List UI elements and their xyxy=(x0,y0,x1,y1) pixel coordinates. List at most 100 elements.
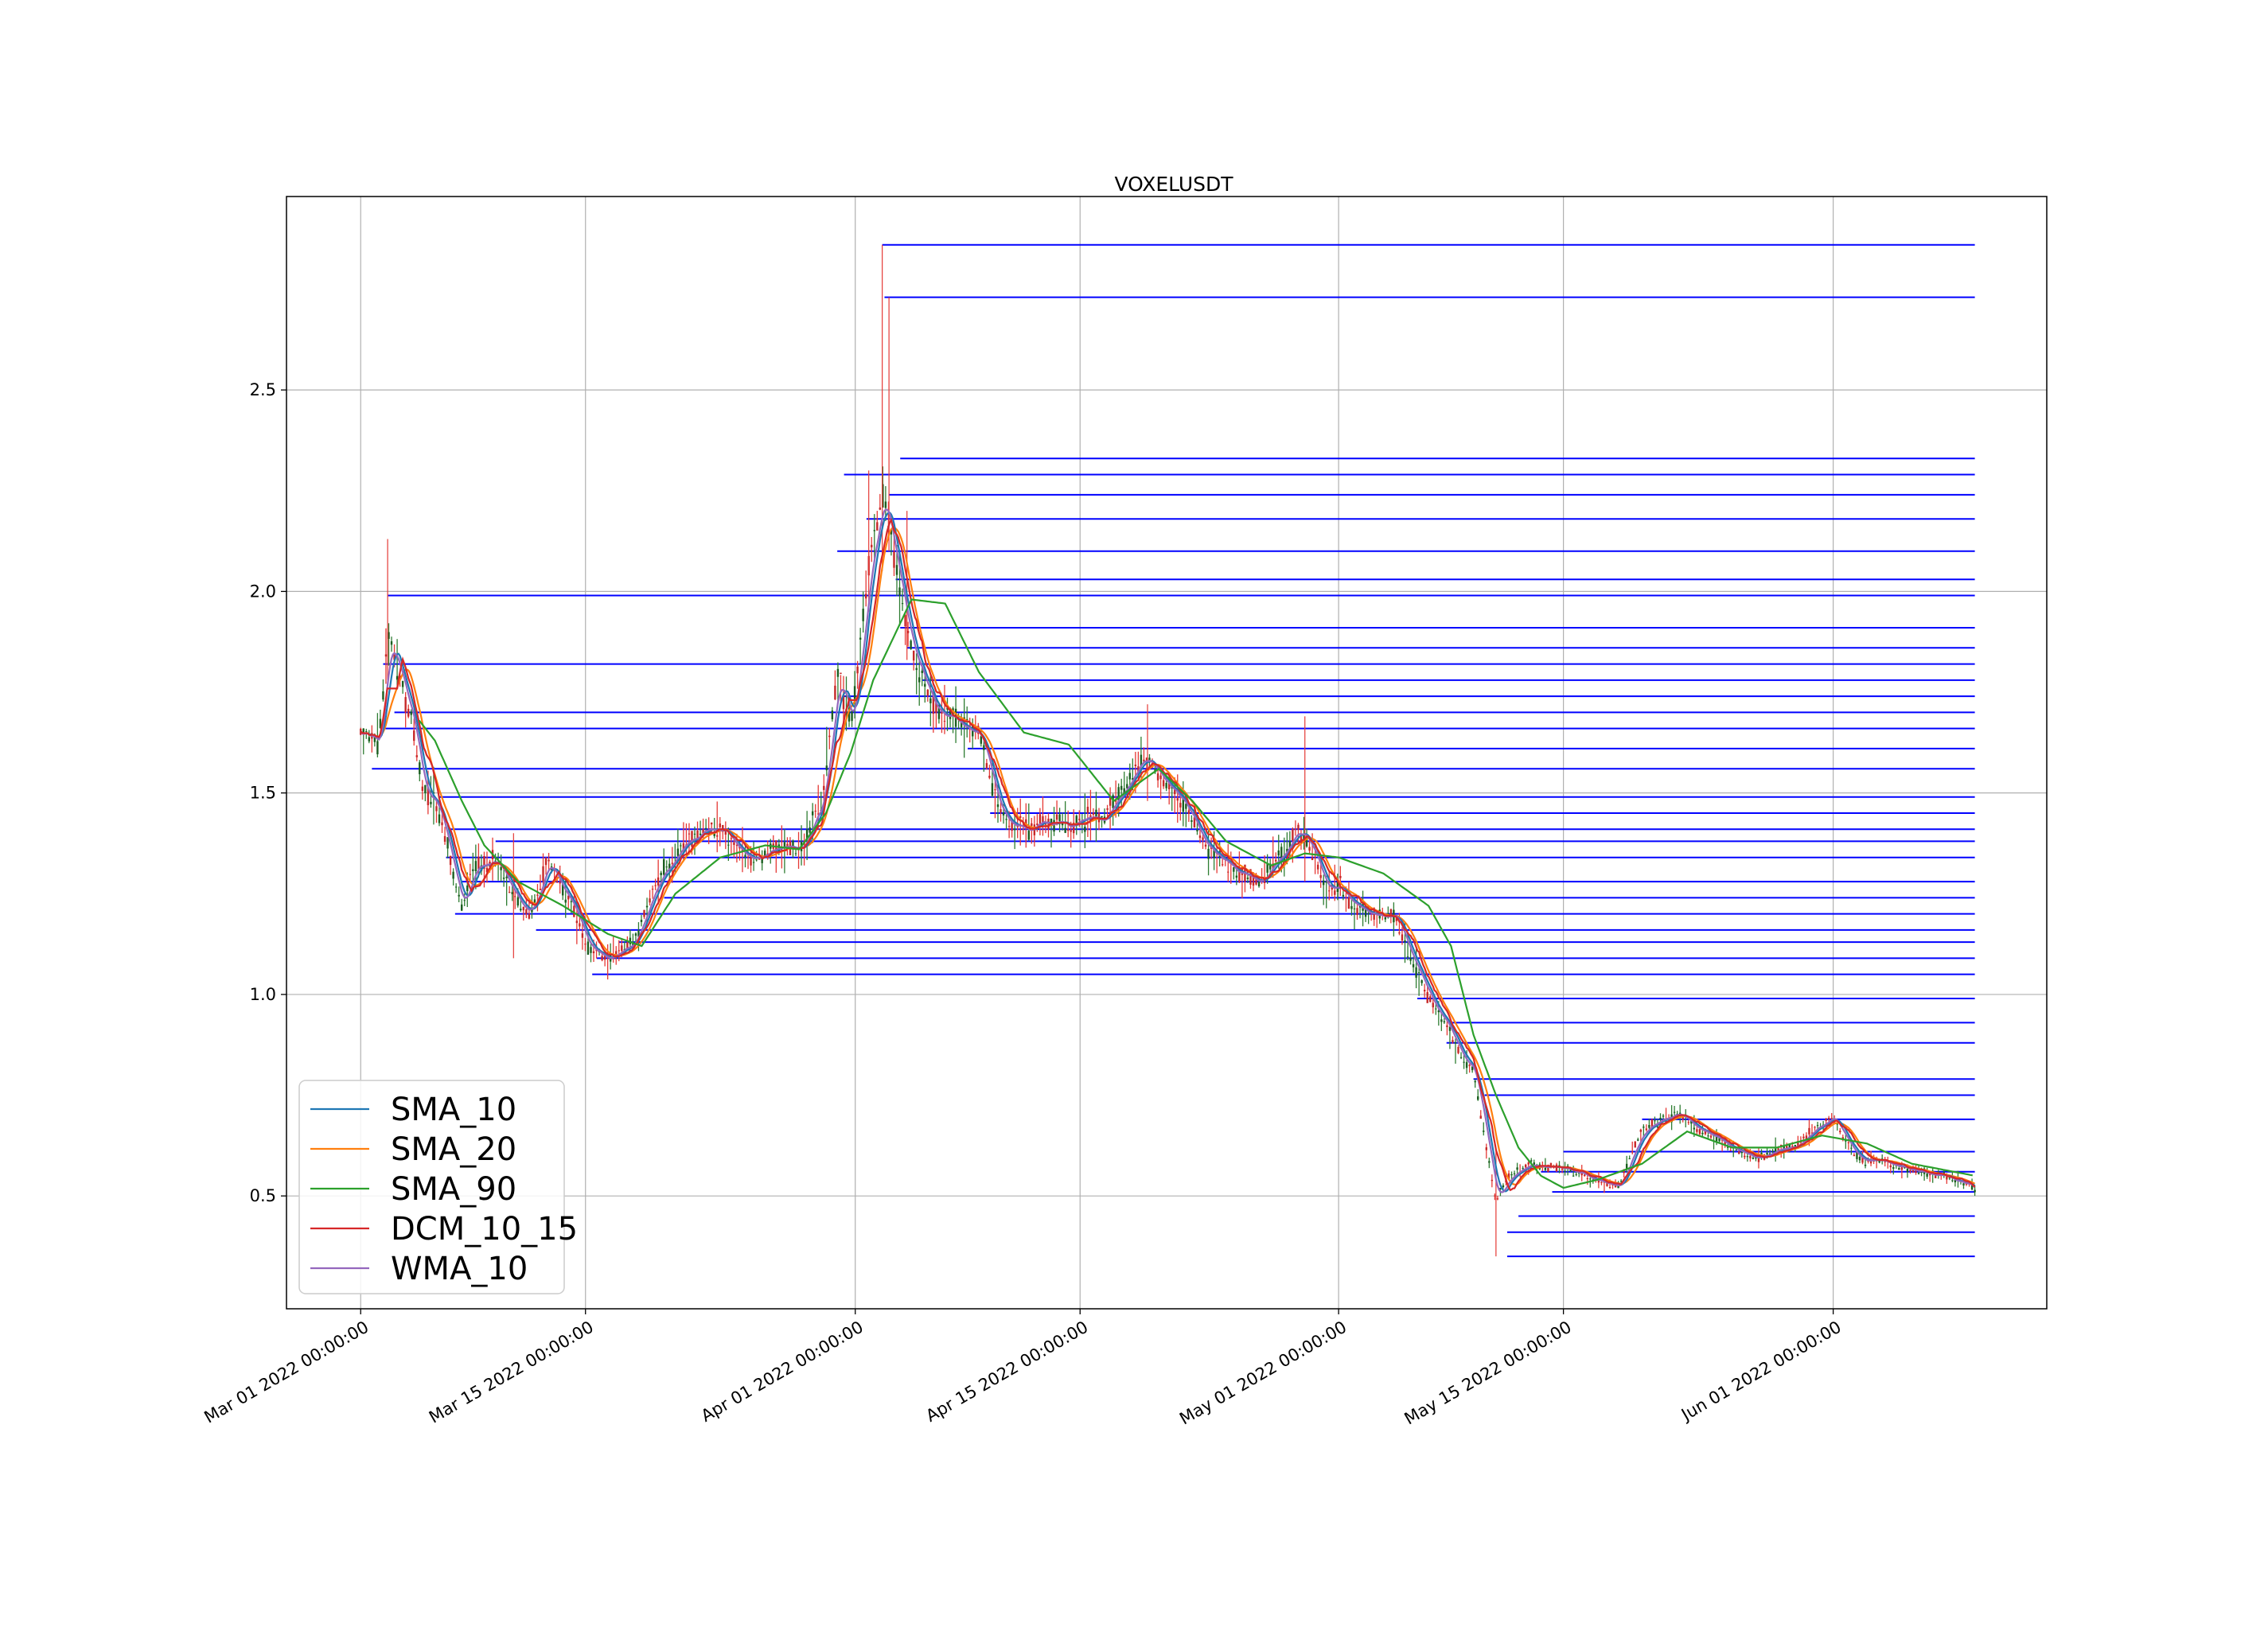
candle-body xyxy=(1437,1010,1440,1013)
candle-body xyxy=(531,908,533,913)
candle-body xyxy=(1580,1171,1583,1176)
candle-body xyxy=(1864,1164,1867,1166)
candle-body xyxy=(1187,810,1191,814)
candle-body xyxy=(1951,1180,1954,1181)
candle-body xyxy=(842,695,845,710)
candle-body xyxy=(1943,1172,1945,1174)
candle-body xyxy=(1257,879,1261,886)
candle-body xyxy=(1266,862,1268,873)
candle-body xyxy=(671,862,673,864)
candle-body xyxy=(525,909,528,914)
candle-body xyxy=(548,859,550,862)
candle-body xyxy=(1836,1123,1838,1125)
candle-body xyxy=(1031,823,1033,827)
candle-body xyxy=(1749,1155,1752,1158)
candle-body xyxy=(1597,1180,1600,1183)
candle-body xyxy=(1117,787,1120,801)
candle-body xyxy=(1101,816,1103,818)
candle-body xyxy=(435,806,438,812)
candle-body xyxy=(1965,1183,1968,1185)
candle-body xyxy=(1297,824,1300,830)
candle-body xyxy=(1465,1062,1468,1069)
candle-body xyxy=(373,736,376,742)
candle-body xyxy=(1448,1026,1452,1031)
candle-body xyxy=(1510,1174,1513,1176)
candle-body xyxy=(1109,796,1112,806)
candle-body xyxy=(1516,1167,1518,1170)
candle-body xyxy=(1808,1127,1810,1135)
candle-body xyxy=(864,594,867,599)
candle-body xyxy=(1275,859,1277,862)
y-tick-label: 2.5 xyxy=(250,380,276,399)
candle-body xyxy=(1861,1157,1864,1163)
candle-body xyxy=(921,670,923,674)
candle-body xyxy=(691,831,693,847)
candle-body xyxy=(1156,773,1159,780)
candle-body xyxy=(1654,1120,1656,1122)
candle-body xyxy=(601,956,603,960)
candle-body xyxy=(1555,1164,1558,1172)
candle-body xyxy=(1502,1185,1505,1188)
candle-body xyxy=(1002,812,1005,816)
candle-body xyxy=(1222,864,1224,866)
candle-body xyxy=(823,785,825,790)
candle-body xyxy=(1027,831,1030,840)
candle-body xyxy=(1707,1135,1709,1137)
candle-body xyxy=(474,861,477,871)
candle-body xyxy=(1825,1119,1827,1121)
candle-body xyxy=(1328,890,1331,892)
candle-body xyxy=(988,775,991,778)
candle-body xyxy=(1623,1169,1625,1174)
candle-body xyxy=(1011,821,1013,831)
candle-body xyxy=(1814,1127,1816,1128)
candle-body xyxy=(494,860,497,862)
candle-body xyxy=(1634,1141,1636,1148)
candle-body xyxy=(404,697,407,713)
candle-body xyxy=(1463,1061,1465,1063)
candle-body xyxy=(528,913,531,919)
candle-body xyxy=(722,824,724,832)
candle-body xyxy=(882,484,884,508)
candle-body xyxy=(1356,908,1358,916)
candle-body xyxy=(1140,754,1143,767)
candle-body xyxy=(901,603,904,605)
candle-body xyxy=(1786,1146,1788,1150)
candle-body xyxy=(884,501,887,508)
candle-body xyxy=(1507,1173,1510,1179)
candle-body xyxy=(912,650,915,661)
candle-body xyxy=(1429,996,1432,1002)
candle-body xyxy=(1869,1160,1872,1164)
candle-body xyxy=(1856,1151,1858,1159)
candle-body xyxy=(1167,782,1171,789)
candle-body xyxy=(1322,880,1325,886)
candle-body xyxy=(710,822,713,825)
candle-body xyxy=(1850,1147,1853,1149)
candle-body xyxy=(1485,1147,1487,1150)
candle-body xyxy=(452,871,454,879)
candle-body xyxy=(1078,819,1081,820)
candle-body xyxy=(1202,837,1204,840)
candle-body xyxy=(1729,1150,1732,1151)
candle-body xyxy=(719,823,721,827)
candle-body xyxy=(1900,1166,1904,1170)
candle-body xyxy=(1204,844,1207,847)
candle-body xyxy=(626,942,629,950)
candle-body xyxy=(1182,795,1185,812)
candle-body xyxy=(567,895,570,900)
candle-body xyxy=(805,829,809,840)
candle-body xyxy=(500,866,502,870)
candle-body xyxy=(851,710,853,722)
candle-body xyxy=(424,784,427,794)
candle-body xyxy=(645,905,649,908)
candle-body xyxy=(1744,1155,1746,1158)
candle-body xyxy=(746,856,750,858)
candle-body xyxy=(668,863,671,870)
candle-body xyxy=(1404,940,1406,943)
candle-body xyxy=(1732,1150,1735,1152)
candle-body xyxy=(1600,1181,1603,1183)
candle-body xyxy=(744,854,746,857)
candle-body xyxy=(1019,816,1022,818)
candle-body xyxy=(1628,1158,1631,1160)
candle-body xyxy=(1280,847,1283,859)
candle-body xyxy=(533,899,536,903)
